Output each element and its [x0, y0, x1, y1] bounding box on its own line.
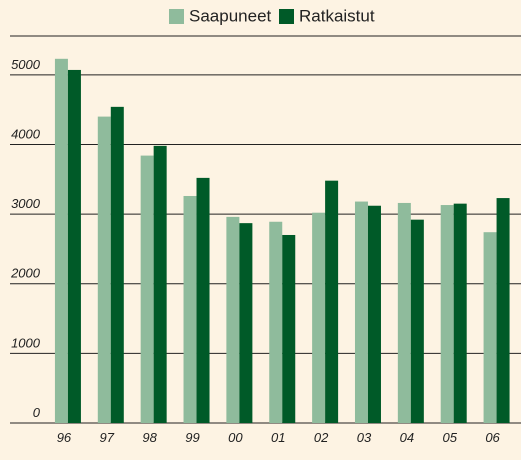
x-tick-label: 98	[142, 430, 157, 445]
y-tick-label: 0	[33, 405, 41, 420]
x-tick-label: 99	[185, 430, 199, 445]
y-tick-label: 1000	[11, 335, 41, 350]
bar	[312, 212, 326, 423]
x-tick-label: 96	[57, 430, 72, 445]
bar	[97, 116, 111, 423]
legend-swatch	[279, 9, 294, 24]
x-tick-label: 02	[314, 430, 329, 445]
x-tick-label: 04	[400, 430, 414, 445]
y-tick-label: 4000	[11, 126, 41, 141]
x-tick-label: 06	[485, 430, 500, 445]
bar	[354, 201, 368, 423]
bar	[453, 203, 467, 423]
x-tick-label: 97	[100, 430, 115, 445]
bar	[226, 216, 240, 423]
bar	[67, 69, 81, 423]
bar	[196, 177, 210, 423]
bar	[239, 223, 253, 423]
x-tick-label: 01	[271, 430, 285, 445]
bar	[367, 205, 381, 423]
bar	[483, 232, 497, 423]
bar	[54, 58, 68, 423]
legend-label: Saapuneet	[189, 6, 272, 25]
x-tick-label: 00	[228, 430, 243, 445]
bar	[110, 106, 124, 424]
legend-label: Ratkaistut	[299, 6, 375, 25]
bar	[496, 198, 510, 423]
y-tick-label: 5000	[11, 57, 41, 72]
bar	[410, 219, 424, 423]
legend-swatch	[169, 9, 184, 24]
bar	[440, 205, 454, 423]
y-tick-label: 2000	[10, 266, 41, 281]
bar	[153, 145, 167, 423]
bar	[269, 221, 283, 423]
bar	[183, 195, 197, 423]
bar	[140, 155, 154, 423]
x-tick-label: 03	[357, 430, 372, 445]
bar	[325, 180, 339, 423]
x-tick-label: 05	[442, 430, 457, 445]
bar	[397, 202, 411, 423]
bar	[282, 234, 296, 423]
y-tick-label: 3000	[11, 196, 41, 211]
